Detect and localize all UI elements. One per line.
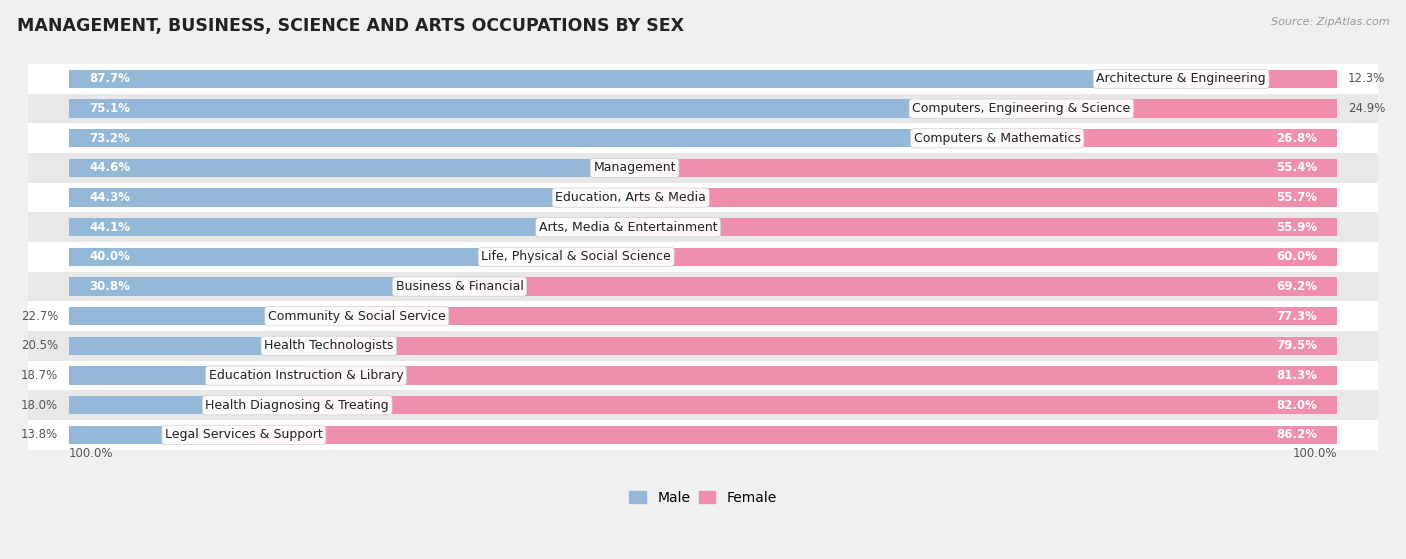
Bar bbox=[1021, 100, 1337, 118]
Text: 77.3%: 77.3% bbox=[1277, 310, 1317, 323]
Text: 13.8%: 13.8% bbox=[21, 428, 58, 442]
Text: Business & Financial: Business & Financial bbox=[395, 280, 523, 293]
Bar bbox=[69, 337, 329, 355]
Text: 12.3%: 12.3% bbox=[1348, 73, 1385, 86]
Bar bbox=[69, 218, 628, 236]
Bar bbox=[69, 277, 460, 296]
Bar bbox=[28, 242, 1378, 272]
Bar bbox=[69, 129, 997, 148]
Text: Computers, Engineering & Science: Computers, Engineering & Science bbox=[912, 102, 1130, 115]
Text: 44.6%: 44.6% bbox=[89, 162, 131, 174]
Text: 44.1%: 44.1% bbox=[89, 221, 131, 234]
Text: 40.0%: 40.0% bbox=[89, 250, 129, 263]
Bar bbox=[28, 390, 1378, 420]
Bar bbox=[28, 272, 1378, 301]
Text: 100.0%: 100.0% bbox=[1292, 447, 1337, 459]
Text: Source: ZipAtlas.com: Source: ZipAtlas.com bbox=[1271, 17, 1389, 27]
Bar bbox=[460, 277, 1337, 296]
Bar bbox=[69, 248, 576, 266]
Bar bbox=[28, 153, 1378, 183]
Bar bbox=[634, 159, 1337, 177]
Text: 82.0%: 82.0% bbox=[1277, 399, 1317, 411]
Bar bbox=[28, 124, 1378, 153]
Text: Health Diagnosing & Treating: Health Diagnosing & Treating bbox=[205, 399, 389, 411]
Bar bbox=[28, 420, 1378, 449]
Text: 24.9%: 24.9% bbox=[1348, 102, 1385, 115]
Text: 55.7%: 55.7% bbox=[1275, 191, 1317, 204]
Bar bbox=[1181, 70, 1337, 88]
Text: 26.8%: 26.8% bbox=[1275, 132, 1317, 145]
Bar bbox=[69, 188, 631, 207]
Bar bbox=[69, 396, 297, 414]
Bar bbox=[28, 64, 1378, 94]
Text: MANAGEMENT, BUSINESS, SCIENCE AND ARTS OCCUPATIONS BY SEX: MANAGEMENT, BUSINESS, SCIENCE AND ARTS O… bbox=[17, 17, 683, 35]
Text: 87.7%: 87.7% bbox=[89, 73, 129, 86]
Bar bbox=[307, 366, 1337, 385]
Bar bbox=[69, 307, 357, 325]
Bar bbox=[28, 94, 1378, 124]
Text: Architecture & Engineering: Architecture & Engineering bbox=[1097, 73, 1265, 86]
Text: Legal Services & Support: Legal Services & Support bbox=[165, 428, 323, 442]
Bar bbox=[69, 159, 634, 177]
Text: Health Technologists: Health Technologists bbox=[264, 339, 394, 352]
Text: Education Instruction & Library: Education Instruction & Library bbox=[208, 369, 404, 382]
Bar bbox=[69, 425, 243, 444]
Text: 81.3%: 81.3% bbox=[1277, 369, 1317, 382]
Bar bbox=[329, 337, 1337, 355]
Text: 20.5%: 20.5% bbox=[21, 339, 58, 352]
Text: 73.2%: 73.2% bbox=[89, 132, 129, 145]
Bar bbox=[69, 366, 307, 385]
Text: 18.0%: 18.0% bbox=[21, 399, 58, 411]
Bar bbox=[631, 188, 1337, 207]
Bar bbox=[69, 70, 1181, 88]
Bar bbox=[297, 396, 1337, 414]
Bar bbox=[28, 301, 1378, 331]
Bar bbox=[28, 183, 1378, 212]
Text: 86.2%: 86.2% bbox=[1275, 428, 1317, 442]
Text: Computers & Mathematics: Computers & Mathematics bbox=[914, 132, 1081, 145]
Text: 79.5%: 79.5% bbox=[1275, 339, 1317, 352]
Text: 30.8%: 30.8% bbox=[89, 280, 129, 293]
Text: Community & Social Service: Community & Social Service bbox=[269, 310, 446, 323]
Text: 60.0%: 60.0% bbox=[1277, 250, 1317, 263]
Text: 75.1%: 75.1% bbox=[89, 102, 129, 115]
Bar bbox=[28, 331, 1378, 361]
Text: Education, Arts & Media: Education, Arts & Media bbox=[555, 191, 706, 204]
Text: Arts, Media & Entertainment: Arts, Media & Entertainment bbox=[538, 221, 717, 234]
Bar bbox=[997, 129, 1337, 148]
Bar bbox=[28, 212, 1378, 242]
Bar bbox=[628, 218, 1337, 236]
Text: 55.4%: 55.4% bbox=[1275, 162, 1317, 174]
Text: 69.2%: 69.2% bbox=[1275, 280, 1317, 293]
Text: 55.9%: 55.9% bbox=[1275, 221, 1317, 234]
Text: Management: Management bbox=[593, 162, 676, 174]
Text: 100.0%: 100.0% bbox=[69, 447, 114, 459]
Legend: Male, Female: Male, Female bbox=[624, 485, 782, 510]
Bar bbox=[357, 307, 1337, 325]
Text: Life, Physical & Social Science: Life, Physical & Social Science bbox=[481, 250, 671, 263]
Text: 44.3%: 44.3% bbox=[89, 191, 131, 204]
Bar bbox=[243, 425, 1337, 444]
Text: 22.7%: 22.7% bbox=[21, 310, 58, 323]
Bar bbox=[576, 248, 1337, 266]
Bar bbox=[28, 361, 1378, 390]
Text: 18.7%: 18.7% bbox=[21, 369, 58, 382]
Bar bbox=[69, 100, 1021, 118]
